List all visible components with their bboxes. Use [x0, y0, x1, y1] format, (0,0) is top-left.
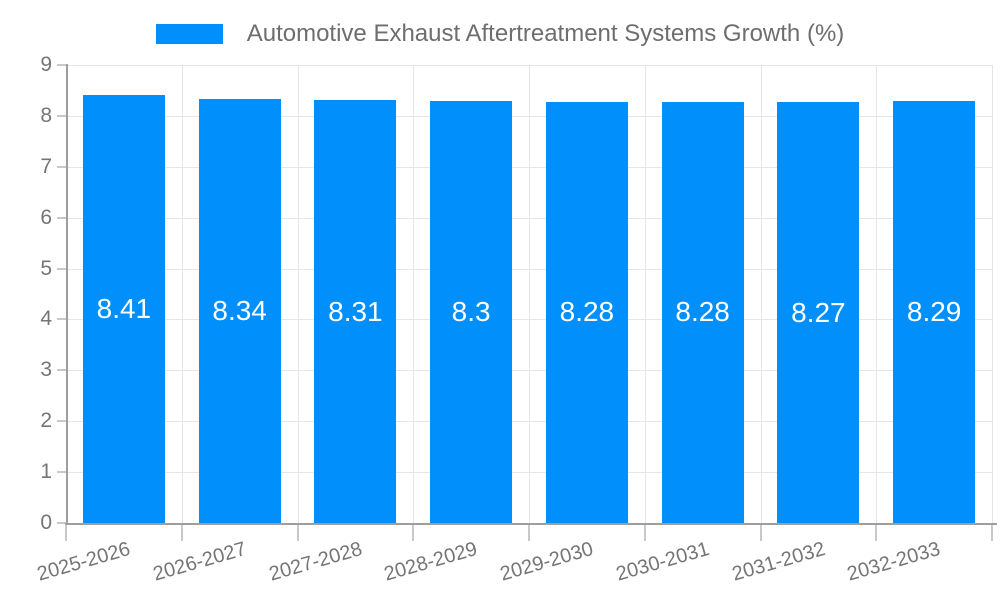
x-tick-label: 2032-2033	[845, 538, 944, 586]
x-tick-label: 2031-2032	[729, 538, 828, 586]
x-tick	[759, 525, 762, 541]
x-tick	[991, 525, 993, 541]
bar-value-label: 8.41	[96, 293, 152, 324]
x-gridline	[529, 65, 530, 523]
bar	[893, 101, 976, 523]
bar	[661, 101, 744, 523]
x-tick-label: 2030-2031	[613, 538, 712, 586]
y-axis-line	[66, 64, 68, 525]
x-gridline	[181, 65, 183, 523]
x-axis-line	[65, 523, 997, 525]
x-tick	[643, 525, 646, 541]
x-tick	[180, 525, 183, 541]
bar	[545, 101, 628, 523]
bar	[430, 100, 513, 523]
y-tick	[57, 64, 66, 66]
x-tick-label: 2025-2026	[34, 538, 133, 586]
x-tick	[65, 525, 67, 541]
x-tick	[412, 525, 415, 541]
x-tick-label: 2027-2028	[266, 538, 365, 586]
x-tick-label: 2029-2030	[497, 538, 596, 586]
y-tick-label: 6	[40, 205, 52, 229]
y-tick-label: 9	[40, 53, 52, 76]
legend-label: Automotive Exhaust Aftertreatment System…	[246, 20, 845, 47]
y-tick-label: 7	[40, 154, 52, 178]
y-tick-label: 8	[40, 103, 52, 127]
bar-value-label: 8.28	[675, 296, 730, 328]
y-tick-label: 3	[40, 358, 52, 382]
y-tick	[57, 522, 66, 524]
bar	[777, 102, 860, 523]
y-tick	[57, 369, 66, 372]
bar-value-label: 8.31	[328, 295, 383, 327]
x-gridline	[297, 65, 299, 523]
x-tick	[296, 525, 299, 541]
bar	[314, 100, 397, 523]
y-tick	[57, 216, 66, 219]
x-gridline	[992, 65, 993, 523]
y-tick-label: 4	[40, 307, 52, 331]
bar	[82, 95, 165, 523]
x-gridline	[760, 65, 762, 523]
x-gridline	[876, 65, 878, 523]
y-tick-label: 5	[40, 256, 52, 280]
y-tick	[57, 471, 66, 474]
y-gridline	[66, 65, 992, 66]
y-tick	[57, 420, 66, 423]
bar-value-label: 8.3	[451, 295, 491, 327]
y-tick	[57, 267, 66, 270]
y-tick-label: 2	[40, 409, 52, 433]
bar	[198, 98, 281, 523]
bar-value-label: 8.29	[906, 296, 962, 328]
x-tick	[528, 525, 530, 541]
x-gridline	[413, 65, 415, 523]
y-tick	[57, 114, 66, 117]
bar-value-label: 8.34	[212, 294, 267, 326]
x-tick-label: 2026-2027	[150, 538, 249, 586]
y-tick	[57, 318, 66, 321]
x-tick-label: 2028-2029	[382, 538, 481, 586]
y-tick	[57, 165, 66, 168]
x-tick	[875, 525, 878, 541]
legend-swatch	[155, 24, 223, 44]
bar-value-label: 8.27	[791, 296, 846, 328]
legend[interactable]: Automotive Exhaust Aftertreatment System…	[0, 18, 1000, 50]
bar-value-label: 8.28	[559, 296, 615, 328]
y-tick-label: 0	[40, 511, 52, 534]
x-gridline	[644, 65, 646, 523]
y-tick-label: 1	[40, 460, 52, 484]
